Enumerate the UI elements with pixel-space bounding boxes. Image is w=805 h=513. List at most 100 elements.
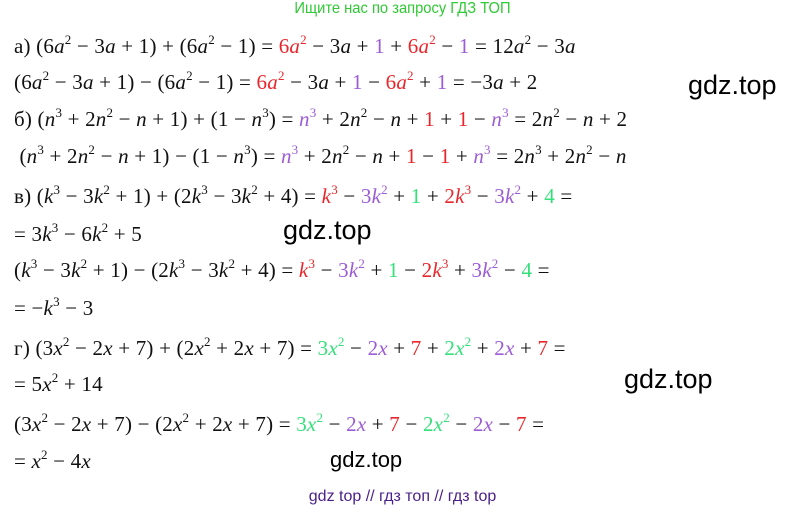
exponent: 2 — [80, 256, 88, 271]
variable: n — [350, 107, 361, 131]
variable: a — [418, 34, 430, 58]
variable: a — [396, 70, 408, 94]
highlighted-term: 7 — [389, 412, 400, 436]
highlighted-term: 1 — [410, 184, 422, 208]
variable: n — [390, 107, 402, 131]
variable: n — [233, 144, 245, 168]
equation-text: + — [421, 336, 445, 360]
exponent: 3 — [262, 105, 269, 120]
exponent: 3 — [309, 105, 317, 120]
variable: k — [169, 258, 179, 282]
highlighted-term: 1 — [374, 34, 385, 58]
variable: k — [43, 296, 54, 320]
equation-text: + — [514, 336, 538, 360]
watermark: gdz.top — [283, 215, 372, 245]
highlighted-term: 7 — [537, 336, 549, 360]
exponent: 2 — [381, 182, 388, 197]
equation-text: = −k3 − 3 — [14, 294, 94, 320]
highlighted-term: 7 — [410, 336, 422, 360]
equation-text: + 2n2 − n + — [298, 142, 407, 168]
exponent: 3 — [178, 256, 186, 271]
exponent: 3 — [37, 142, 45, 157]
exponent: 2 — [300, 32, 307, 47]
variable: k — [92, 222, 102, 246]
exponent: 2 — [62, 334, 70, 349]
exponent: 2 — [443, 410, 450, 425]
exponent: 2 — [101, 220, 109, 235]
highlighted-term: 2k3 — [421, 256, 449, 282]
highlighted-term: 2x2 — [444, 334, 472, 360]
equation-text: − — [449, 412, 473, 436]
exponent: 3 — [535, 142, 542, 157]
exponent: 2 — [316, 410, 324, 425]
variable: a — [82, 70, 94, 94]
exponent: 3 — [51, 220, 59, 235]
variable: x — [244, 336, 254, 360]
watermark: gdz.top — [624, 364, 713, 394]
equation-line: г) (3x2 − 2x + 7) + (2x2 + 2x + 7) = 3x2… — [14, 334, 566, 361]
highlighted-term: 6a2 — [407, 32, 436, 58]
exponent: 2 — [464, 334, 472, 349]
variable: n — [372, 144, 384, 168]
variable: n — [524, 144, 536, 168]
variable: k — [42, 222, 52, 246]
exponent: 2 — [103, 182, 111, 197]
variable: a — [31, 70, 43, 94]
equation-text: (k3 − 3k2 + 1) − (2k3 − 3k2 + 4) = — [14, 256, 299, 282]
exponent: 2 — [41, 447, 48, 462]
exponent: 3 — [464, 182, 472, 197]
variable: k — [43, 184, 54, 208]
equation-text: + — [387, 184, 411, 208]
highlighted-term: 6a2 — [278, 32, 307, 58]
equation-text: г) (3x2 − 2x + 7) + (2x2 + 2x + 7) = — [14, 334, 318, 360]
equation-text: + 2n2 − n + — [316, 105, 425, 131]
exponent: 2 — [88, 142, 96, 157]
equation-line: = 5x2 + 14 — [14, 370, 103, 397]
highlighted-term: 2x2 — [422, 410, 450, 436]
variable: a — [340, 34, 352, 58]
exponent: 2 — [42, 68, 50, 83]
equation-text: = — [526, 412, 545, 436]
variable: x — [306, 412, 317, 436]
exponent: 2 — [106, 105, 114, 120]
variable: n — [575, 144, 587, 168]
equation-text: − — [435, 34, 459, 58]
exponent: 3 — [30, 256, 38, 271]
equation-line: = x2 − 4x — [14, 447, 91, 474]
variable: k — [191, 184, 202, 208]
highlighted-term: 7 — [516, 412, 527, 436]
variable: x — [103, 336, 113, 360]
variable: k — [21, 258, 31, 282]
variable: n — [26, 144, 38, 168]
equation-text: + — [471, 336, 495, 360]
equation-text: + — [365, 258, 388, 282]
exponent: 3 — [331, 182, 338, 197]
exponent: 2 — [358, 256, 366, 271]
equation-line: = 3k3 − 6k2 + 5 — [14, 220, 142, 247]
highlighted-term: 4 — [544, 184, 555, 208]
variable: n — [95, 107, 107, 131]
exponent: 2 — [251, 182, 258, 197]
equation-text: = 3k3 − 6k2 + 5 — [14, 220, 142, 246]
exponent: 2 — [491, 256, 499, 271]
variable: a — [318, 70, 330, 94]
equation-text: б) (n3 + 2n2 − n + 1) + (1 − n3) = — [14, 105, 300, 131]
variable: n — [44, 107, 56, 131]
exponent: 2 — [64, 32, 72, 47]
highlighted-term: 1 — [388, 258, 399, 282]
equation-text: = — [532, 258, 550, 282]
equation-line: = −k3 − 3 — [14, 294, 94, 321]
variable: a — [564, 34, 576, 58]
exponent: 2 — [360, 105, 368, 120]
highlighted-term: n3 — [299, 105, 317, 131]
variable: n — [280, 144, 292, 168]
highlighted-term: k3 — [299, 256, 315, 282]
equation-text: − — [315, 258, 339, 282]
equation-line: (6a2 − 3a + 1) − (6a2 − 1) = 6a2 − 3a + … — [14, 68, 537, 95]
exponent: 3 — [291, 142, 299, 157]
equation-text: + — [387, 336, 411, 360]
variable: k — [218, 258, 229, 282]
exponent: 2 — [277, 68, 285, 83]
highlighted-term: n3 — [491, 105, 508, 131]
exponent: 3 — [201, 182, 208, 197]
